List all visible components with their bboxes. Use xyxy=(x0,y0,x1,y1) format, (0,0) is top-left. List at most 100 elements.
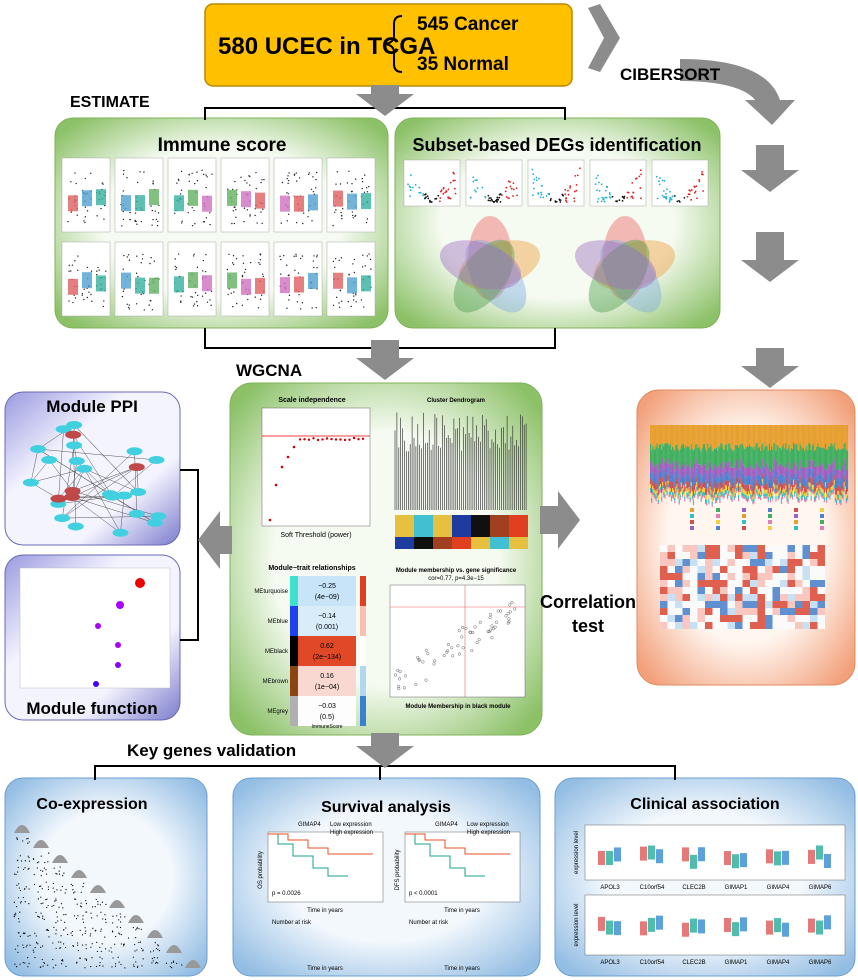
heat-cell xyxy=(795,622,803,629)
dot xyxy=(47,929,49,932)
bar-stripe xyxy=(830,490,832,494)
bar-stripe xyxy=(701,476,703,484)
bar-stripe xyxy=(823,468,825,480)
bar-stripe xyxy=(754,483,756,490)
point xyxy=(274,483,278,487)
bar-stripe xyxy=(817,485,819,490)
dot xyxy=(509,185,512,188)
dot xyxy=(77,944,79,946)
dot xyxy=(540,193,543,196)
dot xyxy=(86,210,89,212)
bar-stripe xyxy=(751,498,753,501)
dot xyxy=(287,175,289,177)
dot xyxy=(136,255,138,257)
bar-stripe xyxy=(797,487,799,494)
legend-key xyxy=(716,514,720,518)
bar-stripe xyxy=(757,466,759,475)
bar-stripe xyxy=(670,471,673,480)
bar-stripe xyxy=(819,447,821,463)
dot xyxy=(449,197,452,200)
dot xyxy=(364,174,366,176)
bar-stripe xyxy=(700,486,702,493)
bar-stripe xyxy=(839,502,841,504)
bar-stripe xyxy=(805,425,807,449)
bar-stripe xyxy=(793,442,795,458)
bar-stripe xyxy=(778,425,780,449)
bar-stripe xyxy=(755,425,757,443)
dot xyxy=(472,176,475,179)
bar-stripe xyxy=(720,442,722,464)
dot xyxy=(71,264,74,266)
dot xyxy=(115,963,117,965)
legend-key xyxy=(820,514,824,518)
dot xyxy=(16,860,19,862)
bar-stripe xyxy=(745,499,747,501)
point xyxy=(321,438,324,441)
bar-stripe xyxy=(751,446,753,468)
dot xyxy=(170,962,173,964)
bar-stripe xyxy=(738,478,740,487)
dot xyxy=(101,943,103,945)
dot xyxy=(286,177,288,180)
dot xyxy=(603,200,606,203)
bar-stripe xyxy=(824,470,827,477)
dot xyxy=(55,922,57,924)
dot xyxy=(93,681,99,687)
bar-stripe xyxy=(707,443,709,462)
bar-stripe xyxy=(756,486,758,491)
dot xyxy=(175,268,177,271)
bar-stripe xyxy=(687,446,689,468)
bar-stripe xyxy=(762,425,764,444)
ppi-node xyxy=(64,486,81,495)
dot xyxy=(362,254,364,256)
dot xyxy=(639,169,642,172)
bar-stripe xyxy=(785,478,787,486)
bar-stripe xyxy=(735,425,737,446)
bar-stripe xyxy=(749,492,751,495)
bar-stripe xyxy=(711,504,713,507)
heat-cell xyxy=(690,601,698,608)
bar-stripe xyxy=(789,493,791,497)
bar-stripe xyxy=(767,500,769,503)
bar-stripe xyxy=(751,495,753,499)
bar-stripe xyxy=(734,476,736,483)
bar-stripe xyxy=(796,488,798,494)
dot xyxy=(604,196,607,199)
dot xyxy=(76,903,78,905)
bar-stripe xyxy=(752,499,754,503)
dot xyxy=(573,200,576,203)
histogram xyxy=(109,900,125,908)
dot xyxy=(22,961,24,964)
dot xyxy=(561,193,564,196)
heat-cell xyxy=(810,552,818,559)
bar-stripe xyxy=(679,485,681,492)
bar-stripe xyxy=(654,484,656,491)
dot xyxy=(40,902,42,905)
bar-stripe xyxy=(706,481,708,489)
bar-stripe xyxy=(805,468,807,481)
dot xyxy=(120,933,122,936)
legend-key xyxy=(690,520,694,524)
dot xyxy=(177,178,180,181)
dot xyxy=(60,889,62,891)
heat-cell xyxy=(795,545,803,552)
dot xyxy=(187,211,189,214)
box xyxy=(606,920,613,935)
heat-cell xyxy=(667,601,675,608)
bar-stripe xyxy=(686,481,688,489)
bar-stripe xyxy=(709,425,711,447)
point xyxy=(488,615,492,620)
point xyxy=(325,437,329,440)
heat-cell xyxy=(765,622,773,629)
bar-stripe xyxy=(698,473,700,484)
bar-stripe xyxy=(701,425,703,449)
dot xyxy=(177,253,180,255)
bar-stripe xyxy=(833,479,835,485)
dot xyxy=(20,860,23,862)
bar-stripe xyxy=(734,496,736,499)
bar-stripe xyxy=(664,473,666,484)
bar-stripe xyxy=(710,497,712,499)
dot xyxy=(495,200,498,202)
bar-stripe xyxy=(703,464,706,474)
heat-cell xyxy=(780,566,788,573)
